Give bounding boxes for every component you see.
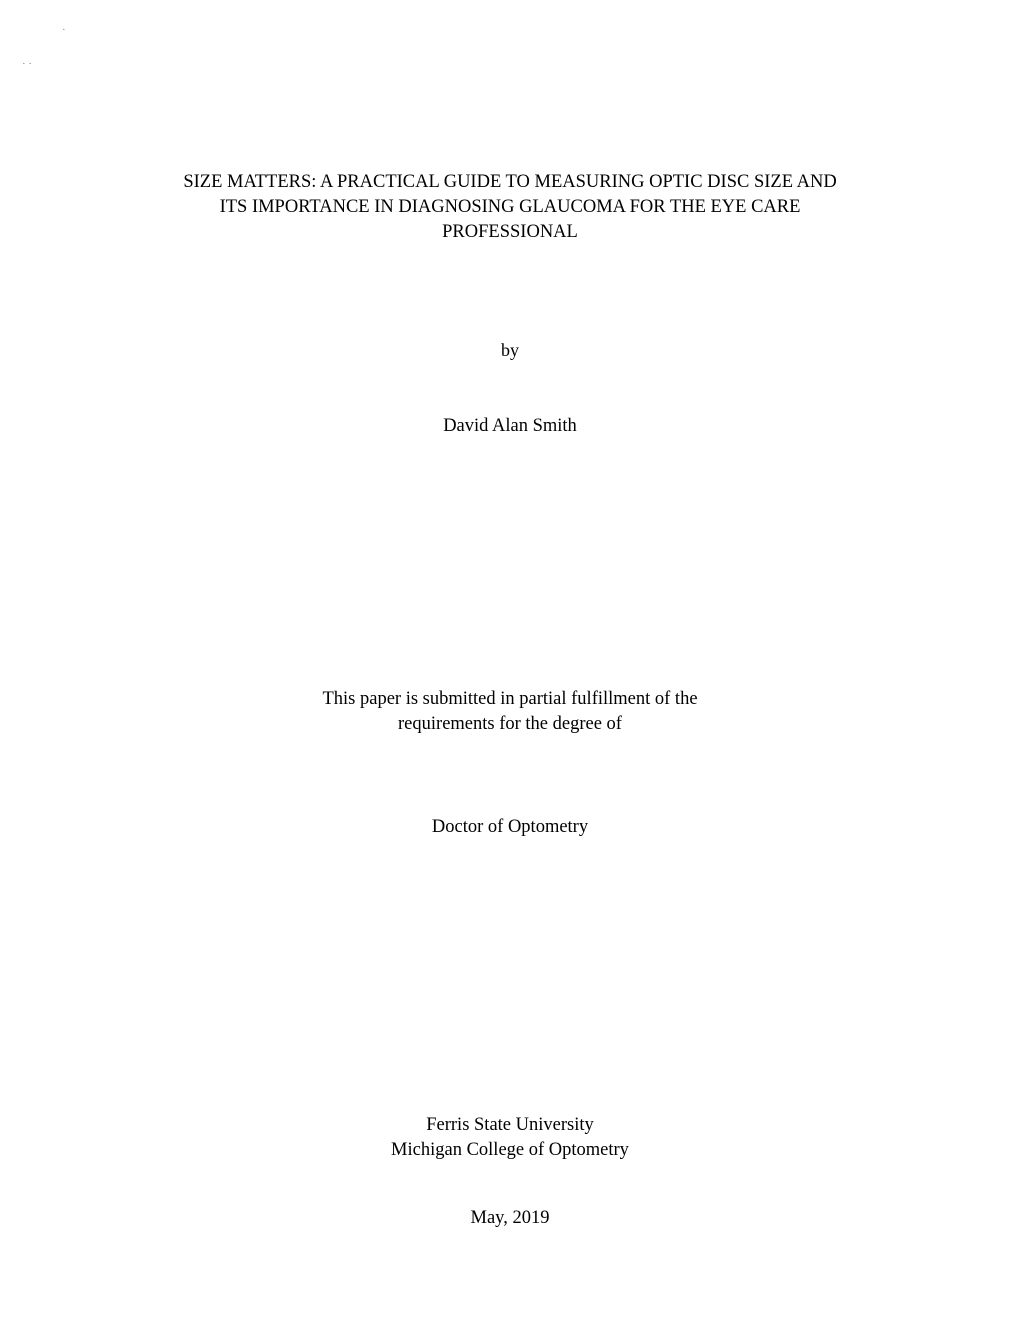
institution-line-1: Ferris State University xyxy=(170,1113,850,1138)
page-container: SIZE MATTERS: A PRACTICAL GUIDE TO MEASU… xyxy=(0,0,1020,1320)
submission-line-1: This paper is submitted in partial fulfi… xyxy=(170,687,850,712)
submission-date: May, 2019 xyxy=(170,1208,850,1229)
scan-artifact: · xyxy=(62,24,66,36)
title-line-1: SIZE MATTERS: A PRACTICAL GUIDE TO MEASU… xyxy=(170,170,850,195)
degree-name: Doctor of Optometry xyxy=(170,817,850,838)
author-name: David Alan Smith xyxy=(170,416,850,437)
institution: Ferris State University Michigan College… xyxy=(170,1113,850,1163)
institution-line-2: Michigan College of Optometry xyxy=(170,1138,850,1163)
paper-title: SIZE MATTERS: A PRACTICAL GUIDE TO MEASU… xyxy=(170,170,850,245)
by-label: by xyxy=(170,340,850,361)
title-line-3: PROFESSIONAL xyxy=(170,220,850,245)
scan-artifact: · · xyxy=(22,58,32,70)
submission-statement: This paper is submitted in partial fulfi… xyxy=(170,687,850,737)
submission-line-2: requirements for the degree of xyxy=(170,712,850,737)
title-line-2: ITS IMPORTANCE IN DIAGNOSING GLAUCOMA FO… xyxy=(170,195,850,220)
